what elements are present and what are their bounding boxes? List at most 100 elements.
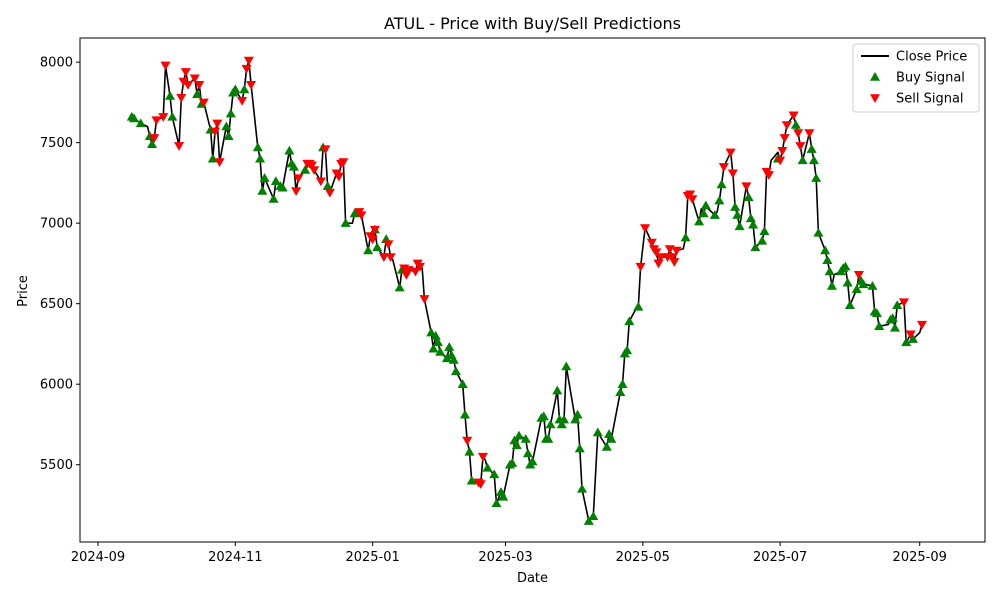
buy-signal-marker [858,279,869,289]
buy-signal-marker [806,144,817,153]
buy-signal-marker [559,414,570,424]
x-tick-label: 2025-09 [893,550,947,565]
buy-signal-marker [543,433,554,443]
buy-signal-marker [592,427,603,437]
buy-signal-marker [820,245,831,255]
buy-signal-marker [464,446,475,456]
sell-signal-marker [898,298,909,308]
buy-signal-marker [617,379,628,388]
sell-signal-marker [777,146,788,156]
sell-signal-marker [671,246,682,256]
buy-signal-marker [732,210,743,219]
buy-signal-marker [757,235,768,245]
buy-signal-marker [165,90,176,100]
buy-signal-marker [167,111,178,121]
buy-signal-marker [432,337,443,347]
buy-signal-marker [545,419,556,429]
buy-signal-marker [748,219,759,229]
buy-signal-marker [743,192,754,202]
buy-signal-marker [363,245,374,255]
buy-signal-marker [601,441,612,451]
sell-signal-marker [727,169,738,179]
buy-signal-marker [583,516,594,525]
buy-signal-marker [633,301,644,311]
x-tick-label: 2025-05 [616,550,670,565]
sell-signal-marker [410,267,421,277]
buy-signal-marker [428,343,439,353]
buy-signal-marker [268,194,279,203]
sell-signal-marker [338,158,349,167]
buy-signal-marker [426,327,437,337]
buy-signal-marker [574,443,585,453]
buy-signal-marker [615,387,626,396]
sell-signal-marker [475,480,486,490]
buy-signal-marker [745,213,756,223]
sell-signal-marker [241,64,252,74]
buy-signal-marker [225,108,236,118]
buy-signal-marker [527,456,538,466]
buy-signal-marker [394,282,405,292]
buy-signal-marker [694,216,705,226]
buy-signal-marker [498,491,509,501]
sell-signal-marker [419,295,430,304]
sell-signal-marker [646,238,657,248]
x-tick-label: 2025-01 [345,550,399,565]
sell-signal-marker [383,240,394,250]
sell-signal-marker [804,129,815,139]
sell-signal-marker [198,98,209,108]
buy-signal-marker [871,308,882,318]
buy-signal-marker [489,469,500,479]
sell-signal-marker [655,253,666,262]
buy-signal-marker [570,414,581,424]
buy-signal-marker [511,440,522,450]
sell-signal-marker [174,142,185,151]
legend-label: Buy Signal [896,71,965,86]
buy-signal-marker [561,361,572,371]
buy-signal-marker [709,210,720,219]
sell-signal-marker [178,77,189,87]
buy-signal-marker [824,266,835,276]
buy-signal-marker [808,155,819,165]
buy-signal-marker [588,511,599,520]
buy-signal-marker [790,119,801,129]
buy-signal-marker [430,330,441,340]
buy-signal-marker [482,462,493,472]
sell-signal-marker [779,134,790,143]
buy-signal-marker [698,208,709,218]
sell-signal-marker [795,142,806,151]
sell-signal-marker [653,259,664,269]
buy-signal-marker [448,355,459,364]
sell-signal-marker [176,93,187,103]
buy-signal-marker [730,202,741,211]
buy-signal-marker [813,227,824,237]
sell-signal-marker [369,225,380,235]
x-tick-label: 2024-11 [208,550,262,565]
sell-signal-marker [210,127,221,137]
buy-signal-marker [349,208,360,218]
buy-signal-marker [840,261,851,271]
legend-label: Close Price [896,50,967,65]
buy-signal-marker [826,280,837,290]
sell-signal-marker [214,158,225,167]
buy-signal-marker [750,242,761,252]
sell-signal-marker [916,320,927,330]
buy-signal-marker [270,176,281,186]
buy-signal-marker [522,448,533,458]
sell-signal-marker [687,195,698,205]
buy-signal-marker [907,334,918,343]
buy-signal-marker [239,84,250,94]
buy-signal-marker [255,153,266,163]
buy-signal-marker [257,185,268,195]
buy-signal-marker [259,173,270,182]
buy-signal-marker [444,342,455,351]
buy-signal-marker [680,232,691,242]
sell-signal-marker [194,80,205,90]
buy-signal-marker [851,284,862,293]
sell-signal-marker [158,113,169,122]
buy-signal-marker [135,118,146,128]
plot-area: 5500 6000 6500 7000 7500 8000 2024-09 2024-11 20… [40,37,986,565]
x-axis-title: Date [517,571,548,586]
buy-signal-marker [572,409,583,419]
sell-signal-marker [367,235,378,245]
buy-signal-marker [252,142,263,152]
